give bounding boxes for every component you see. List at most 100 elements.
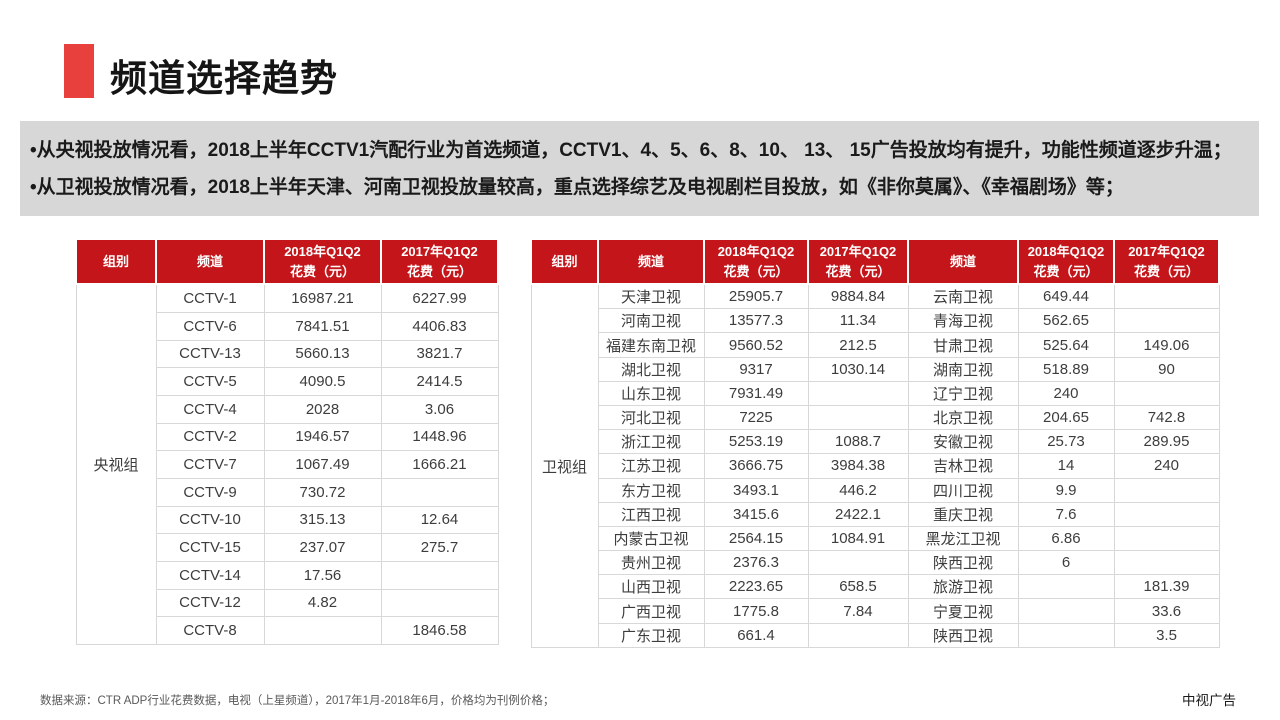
spend-cell: 2414.5: [380, 367, 499, 396]
table-row: CCTV-7 1067.49 1666.21: [76, 450, 499, 479]
channel-cell: 山东卫视: [597, 380, 705, 406]
table-row: 湖北卫视 9317 1030.14 湖南卫视 518.89 90: [531, 356, 1220, 382]
channel-header-cell: 频道: [155, 238, 265, 285]
title-accent-bar: [64, 44, 94, 98]
spend-cell: 730.72: [263, 477, 382, 507]
channel-cell: CCTV-4: [155, 394, 265, 424]
spend-cell: 1846.58: [380, 616, 499, 645]
page-title: 频道选择趋势: [110, 58, 338, 99]
table-row: 河北卫视 7225 北京卫视 204.65 742.8: [531, 404, 1220, 431]
spend-cell: 9560.52: [703, 332, 809, 358]
spend-cell: 315.13: [263, 505, 382, 535]
spend-cell: 1775.8: [703, 598, 809, 624]
table-row: CCTV-13 5660.13 3821.7: [76, 339, 499, 369]
channel-cell: CCTV-5: [155, 367, 265, 396]
channel-cell: 甘肃卫视: [907, 332, 1019, 358]
channel-cell: 陕西卫视: [907, 622, 1019, 649]
channel-header-cell: 频道: [597, 238, 705, 285]
channel-cell: CCTV-8: [155, 616, 265, 645]
table-row: CCTV-9 730.72: [76, 477, 499, 507]
spend-cell: 25905.7: [703, 283, 809, 310]
channel-cell: 湖南卫视: [907, 356, 1019, 382]
spend-cell: 5253.19: [703, 429, 809, 455]
satellite-table-header: 组别 频道 2018年Q1Q2 花费（元） 2017年Q1Q2 花费（元） 频道…: [530, 238, 1220, 285]
spend-cell: 7.84: [807, 598, 909, 624]
spend-cell: 240: [1017, 380, 1115, 406]
spend-cell: 658.5: [807, 574, 909, 600]
spend-cell: 13577.3: [703, 308, 809, 334]
spend-cell: 212.5: [807, 332, 909, 358]
spend-cell: 1030.14: [807, 356, 909, 382]
table-row: 贵州卫视 2376.3 陕西卫视 6: [531, 550, 1220, 576]
channel-cell: 内蒙古卫视: [597, 525, 705, 552]
spend-cell: 1088.7: [807, 429, 909, 455]
spend-cell: 1084.91: [807, 525, 909, 552]
summary-bullet-1: •从央视投放情况看，2018上半年CCTV1汽配行业为首选频道，CCTV1、4、…: [30, 140, 1232, 161]
spend-cell: 4090.5: [263, 367, 382, 396]
channel-cell: CCTV-2: [155, 422, 265, 452]
table-row: 东方卫视 3493.1 446.2 四川卫视 9.9: [531, 477, 1220, 503]
spend-cell: 3415.6: [703, 501, 809, 527]
satellite-table-body: 卫视组 天津卫视 25905.7 9884.84 云南卫视 649.44 河南卫视 13577…: [530, 283, 1220, 649]
data-source-footnote: 数据来源：CTR ADP行业花费数据，电视（上星频道），2017年1月-2018…: [40, 695, 555, 707]
spend-cell: 25.73: [1017, 429, 1115, 455]
satellite-spend-table: 组别 频道 2018年Q1Q2 花费（元） 2017年Q1Q2 花费（元） 频道…: [530, 238, 1220, 649]
spend-cell: [1113, 525, 1220, 552]
spend-cell: 275.7: [380, 533, 499, 562]
spend-cell: 4.82: [263, 588, 382, 618]
table-row: CCTV-15 237.07 275.7: [76, 533, 499, 562]
spend-cell: 33.6: [1113, 598, 1220, 624]
channel-cell: CCTV-1: [155, 283, 265, 313]
spend-cell: 1067.49: [263, 450, 382, 479]
channel-cell: CCTV-13: [155, 339, 265, 369]
spend-cell: [1017, 622, 1115, 649]
spend-cell: 2376.3: [703, 550, 809, 576]
spend-cell: 9.9: [1017, 477, 1115, 503]
spend-cell: 2564.15: [703, 525, 809, 552]
channel-cell: 黑龙江卫视: [907, 525, 1019, 552]
channel-cell: 旅游卫视: [907, 574, 1019, 600]
cctv-table-header: 组别 频道 2018年Q1Q2 花费（元） 2017年Q1Q2 花费（元）: [75, 238, 499, 285]
spend-cell: [1113, 501, 1220, 527]
spend-cell: 17.56: [263, 560, 382, 590]
spend-cell: [1113, 550, 1220, 576]
header-row: 组别 频道 2018年Q1Q2 花费（元） 2017年Q1Q2 花费（元）: [75, 238, 499, 285]
spend-cell: 7841.51: [263, 311, 382, 341]
channel-cell: 辽宁卫视: [907, 380, 1019, 406]
channel-cell: 青海卫视: [907, 308, 1019, 334]
channel-cell: 福建东南卫视: [597, 332, 705, 358]
spend-cell: 7.6: [1017, 501, 1115, 527]
spend-cell: 9884.84: [807, 283, 909, 310]
summary-box: •从央视投放情况看，2018上半年CCTV1汽配行业为首选频道，CCTV1、4、…: [20, 121, 1259, 216]
channel-cell: 河北卫视: [597, 404, 705, 431]
spend-cell: [380, 560, 499, 590]
spend-cell: 6227.99: [380, 283, 499, 313]
spend-cell: 6.86: [1017, 525, 1115, 552]
channel-cell: 北京卫视: [907, 404, 1019, 431]
table-row: 央视组 CCTV-1 16987.21 6227.99: [75, 283, 499, 645]
table-row: 山西卫视 2223.65 658.5 旅游卫视 181.39: [531, 574, 1220, 600]
spend-2018-header-cell: 2018年Q1Q2 花费（元）: [1017, 238, 1115, 285]
channel-cell: 安徽卫视: [907, 429, 1019, 455]
summary-bullet-2: •从卫视投放情况看，2018上半年天津、河南卫视投放量较高，重点选择综艺及电视剧…: [30, 177, 1124, 198]
spend-cell: 742.8: [1113, 404, 1220, 431]
channel-cell: CCTV-10: [155, 505, 265, 535]
group-label-cell: 卫视组: [530, 283, 599, 648]
table-row: CCTV-6 7841.51 4406.83: [76, 311, 499, 341]
spend-cell: 240: [1113, 453, 1220, 479]
group-label-cell: 央视组: [75, 283, 157, 645]
spend-cell: [380, 477, 499, 507]
spend-2017-header-cell: 2017年Q1Q2 花费（元）: [1113, 238, 1220, 285]
channel-cell: 云南卫视: [907, 283, 1019, 310]
spend-cell: 1448.96: [380, 422, 499, 452]
spend-cell: [807, 550, 909, 576]
spend-cell: [1113, 283, 1220, 310]
spend-2017-header-cell: 2017年Q1Q2 花费（元）: [380, 238, 499, 285]
spend-cell: [263, 616, 382, 645]
spend-cell: [380, 588, 499, 618]
channel-cell: 河南卫视: [597, 308, 705, 334]
table-row: 广东卫视 661.4 陕西卫视 3.5: [531, 622, 1220, 649]
spend-cell: 16987.21: [263, 283, 382, 313]
spend-2017-header-cell: 2017年Q1Q2 花费（元）: [807, 238, 909, 285]
spend-cell: 14: [1017, 453, 1115, 479]
